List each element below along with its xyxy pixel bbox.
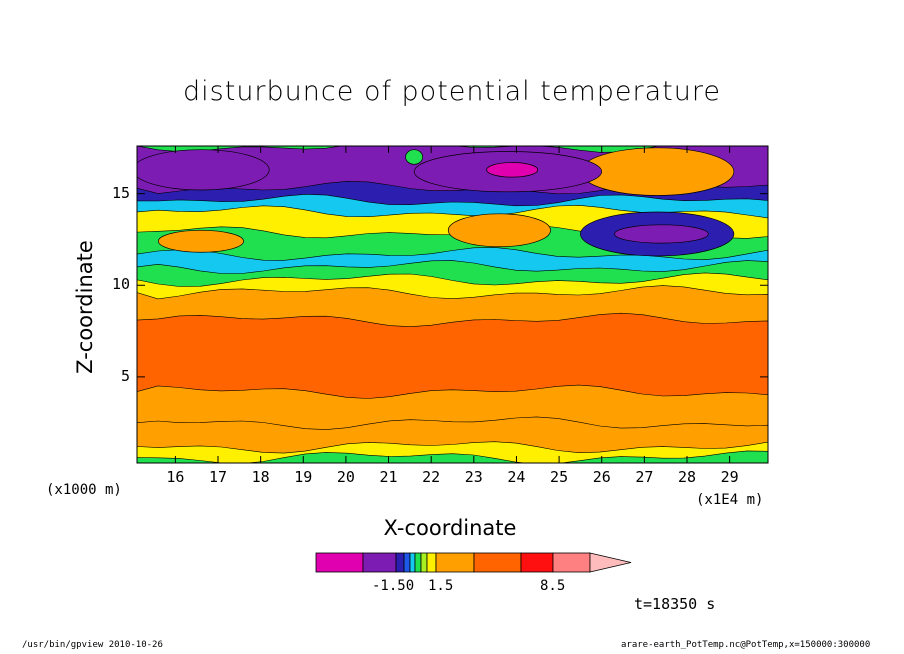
time-label: t=18350 s — [634, 595, 716, 613]
colorbar-tick-label: 1.5 — [428, 578, 454, 594]
colorbar-tick-label: 8.5 — [540, 578, 566, 594]
contour-band — [137, 450, 768, 463]
colorbar-segment — [315, 552, 364, 573]
colorbar-tick-label: -1.50 — [372, 578, 415, 594]
y-tick-label: 5 — [120, 366, 130, 385]
y-tick-label: 15 — [111, 183, 130, 202]
colorbar-segment — [414, 552, 422, 573]
x-unit-right: (x1E4 m) — [696, 492, 764, 508]
colorbar-arrow — [589, 552, 632, 573]
x-tick-label: 21 — [379, 468, 398, 486]
contour-feature — [447, 213, 551, 248]
x-tick-label: 17 — [208, 468, 228, 486]
x-tick-label: 29 — [720, 468, 739, 486]
colorbar-segment — [403, 552, 411, 573]
y-tick-label: 10 — [111, 275, 130, 294]
colorbar-segment — [435, 552, 475, 573]
x-tick-label: 24 — [507, 468, 526, 486]
x-tick-label: 26 — [592, 468, 611, 486]
x-tick-label: 27 — [635, 468, 654, 486]
x-tick-label: 19 — [294, 468, 313, 486]
contour-feature — [137, 149, 270, 191]
colorbar-segment — [409, 552, 416, 573]
contour-feature — [580, 147, 735, 196]
contour-feature — [157, 229, 244, 253]
x-tick-label: 23 — [464, 468, 483, 486]
plot-frame — [136, 145, 769, 464]
contour-feature — [614, 224, 709, 244]
x-unit-left: (x1000 m) — [46, 482, 122, 498]
footer-left: /usr/bin/gpview 2010-10-26 — [22, 640, 163, 650]
x-tick-label: 18 — [251, 468, 270, 486]
colorbar-segment — [473, 552, 522, 573]
x-tick-label: 22 — [422, 468, 441, 486]
contour-feature — [486, 162, 539, 178]
colorbar-segment — [362, 552, 397, 573]
colorbar-segment — [552, 552, 591, 573]
x-tick-label: 25 — [550, 468, 569, 486]
colorbar-segment — [420, 552, 428, 573]
x-tick-label: 28 — [677, 468, 697, 486]
colorbar-segment — [520, 552, 554, 573]
chart-title: disturbunce of potential temperature — [183, 76, 721, 107]
colorbar-segment — [395, 552, 405, 573]
footer-right: arare-earth_PotTemp.nc@PotTemp,x=150000:… — [621, 640, 871, 650]
contour-feature — [405, 149, 424, 165]
x-tick-label: 20 — [336, 468, 355, 486]
x-tick-label: 16 — [166, 468, 185, 486]
x-axis-label: X-coordinate — [383, 516, 517, 540]
colorbar-segment — [426, 552, 437, 573]
